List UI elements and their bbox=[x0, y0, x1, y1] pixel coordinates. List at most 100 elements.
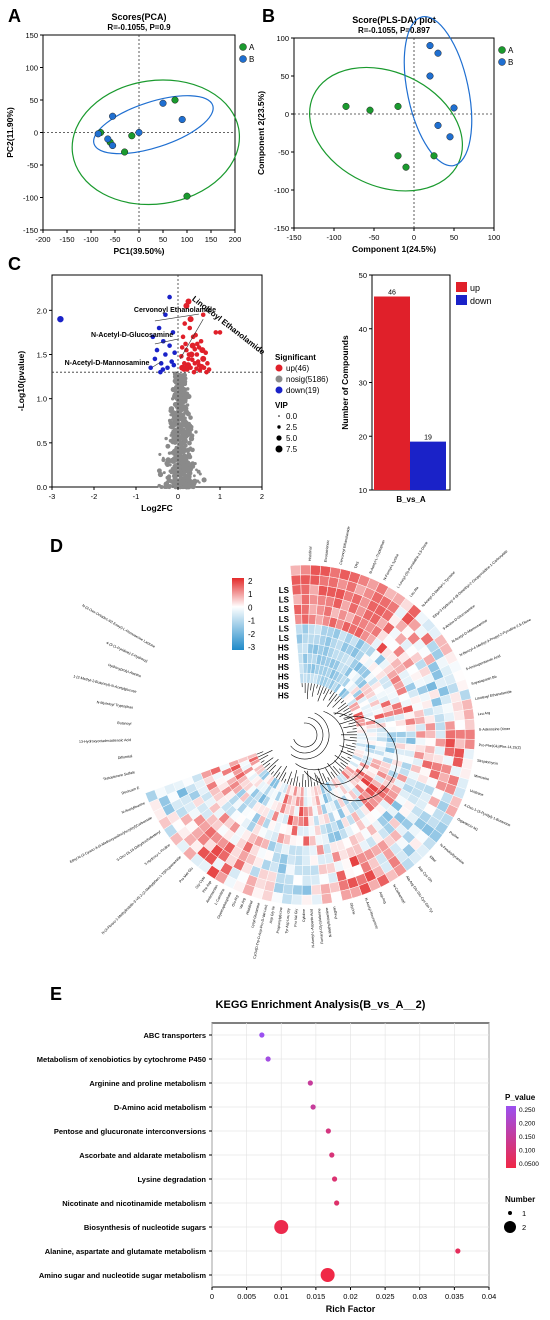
color-scale-label: 2 bbox=[248, 577, 253, 586]
y-axis-label: PC2(11.90%) bbox=[5, 107, 15, 158]
heatmap-cell bbox=[292, 884, 303, 896]
nosig-point bbox=[177, 484, 181, 488]
bar-down bbox=[410, 441, 446, 490]
row-label-hs: HS bbox=[278, 692, 290, 701]
y-tick-label: -100 bbox=[274, 186, 289, 195]
nosig-point bbox=[183, 417, 186, 420]
heatmap-cell bbox=[314, 834, 324, 846]
nosig-point bbox=[173, 456, 177, 459]
heatmap-cell bbox=[300, 574, 311, 586]
heatmap-cell bbox=[308, 835, 317, 847]
compound-label: 13-Hydroxyoctadecadienoic Acid bbox=[79, 738, 131, 744]
dendrogram-branch bbox=[292, 769, 298, 786]
compound-label: N-Carbamoyl bbox=[392, 884, 406, 904]
heatmap-cell bbox=[293, 604, 302, 615]
heatmap-cell bbox=[301, 875, 312, 886]
heatmap-cell bbox=[309, 594, 319, 606]
heatmap-cell bbox=[376, 727, 387, 733]
compound-label: N-(3-Oxo-Octadec-9Z-Enoyl)-L-Homoserine … bbox=[81, 604, 155, 649]
compound-label: Hydroxyprolyl-Alanine bbox=[107, 663, 141, 678]
data-point-b bbox=[446, 133, 454, 141]
nosig-point bbox=[181, 464, 186, 469]
nosig-point bbox=[181, 376, 185, 380]
legend-label: up(46) bbox=[286, 364, 309, 373]
nosig-point bbox=[190, 463, 196, 469]
data-point-b bbox=[94, 130, 102, 138]
up-point bbox=[183, 302, 190, 309]
dendrogram-branch bbox=[327, 762, 338, 776]
dendrogram-branch bbox=[343, 739, 357, 742]
y-tick-label: 1.0 bbox=[37, 395, 47, 404]
heatmap-cell bbox=[415, 737, 427, 746]
compound-label: TRS bbox=[354, 561, 360, 570]
up-point bbox=[180, 334, 186, 340]
compound-label: N-Feruloyltyramine bbox=[439, 843, 465, 865]
compound-label: N-Acetyl-L-Tryptophan bbox=[368, 540, 385, 575]
heatmap-cell bbox=[425, 737, 436, 747]
nosig-point bbox=[176, 423, 182, 429]
dendrogram-branch bbox=[328, 692, 335, 701]
legend-label-down: down bbox=[470, 296, 492, 306]
annotation-leader bbox=[152, 361, 162, 368]
compound-label: L-Leucyl-(S)-Pyrrolidine-2,5-Dione bbox=[396, 541, 429, 589]
x-tick-label: 0 bbox=[176, 492, 180, 501]
heatmap-cell bbox=[330, 890, 343, 904]
dendrogram-branch bbox=[259, 754, 269, 761]
compound-label: Asp Cys Gln bbox=[417, 865, 433, 883]
heatmap-cell bbox=[300, 584, 311, 595]
dendrogram-branch bbox=[286, 771, 292, 784]
up-point bbox=[203, 350, 209, 356]
data-point-a bbox=[366, 106, 374, 114]
confidence-ellipse-b bbox=[403, 15, 473, 167]
data-point-b bbox=[426, 42, 434, 50]
x-tick-label: -200 bbox=[35, 235, 50, 244]
heatmap-cell bbox=[405, 737, 417, 745]
y-tick-label: 50 bbox=[281, 72, 289, 81]
legend-swatch-down bbox=[456, 295, 467, 305]
dendrogram-branch bbox=[343, 707, 350, 712]
heatmap-cell bbox=[396, 731, 407, 738]
dendrogram-branch bbox=[346, 731, 357, 733]
row-label-hs: HS bbox=[278, 653, 290, 662]
nosig-point bbox=[170, 422, 176, 428]
confidence-ellipse-a bbox=[71, 79, 241, 206]
heatmap-cell bbox=[295, 845, 304, 857]
pathway-label: Metabolism of xenobiotics by cytochrome … bbox=[37, 1055, 206, 1064]
chart-subtitle: R=-0.1055, P=0.9 bbox=[107, 23, 171, 32]
compound-label: L-Carnitine bbox=[214, 888, 226, 905]
data-point-b bbox=[434, 49, 442, 57]
x-tick-label: -2 bbox=[91, 492, 98, 501]
up-point bbox=[195, 341, 200, 347]
x-tick-label: 0 bbox=[412, 233, 416, 242]
heatmap-cell bbox=[454, 738, 466, 750]
confidence-ellipse-b bbox=[93, 95, 214, 155]
down-point bbox=[57, 315, 64, 323]
y-tick-label: 50 bbox=[359, 271, 367, 280]
nosig-point bbox=[188, 415, 193, 420]
x-axis-label: Component 1(24.5%) bbox=[352, 244, 436, 254]
compound-label: Testosterone Sulfate bbox=[103, 770, 136, 781]
pvalue-tick-label: 0.0500 bbox=[519, 1161, 539, 1168]
y-tick-label: 0.5 bbox=[37, 439, 47, 448]
enrichment-bubble bbox=[310, 1104, 316, 1110]
dendrogram-branch bbox=[295, 776, 299, 787]
heatmap-cell bbox=[295, 633, 303, 645]
compound-label: Linoleoyl Ethanolamide bbox=[475, 690, 512, 701]
data-point-b bbox=[450, 104, 458, 112]
heatmap-cell bbox=[425, 730, 436, 739]
chart-title: Scores(PCA) bbox=[111, 12, 166, 22]
nosig-point bbox=[185, 409, 188, 413]
compound-label: Uridinine bbox=[469, 789, 484, 797]
panel-label-c: C bbox=[8, 254, 21, 274]
data-point-b bbox=[104, 135, 112, 143]
nosig-point bbox=[167, 418, 172, 423]
legend-marker-b bbox=[498, 58, 506, 66]
dendrogram-branch bbox=[313, 782, 316, 787]
compound-label: N-Acetyl-L-Aspartic Acid bbox=[310, 909, 316, 948]
heatmap-cell bbox=[310, 874, 321, 886]
heatmap-cell bbox=[282, 883, 294, 895]
nosig-point bbox=[166, 478, 172, 483]
data-point-b bbox=[178, 115, 186, 124]
nosig-point bbox=[173, 463, 177, 467]
y-tick-label: 0 bbox=[34, 129, 38, 138]
